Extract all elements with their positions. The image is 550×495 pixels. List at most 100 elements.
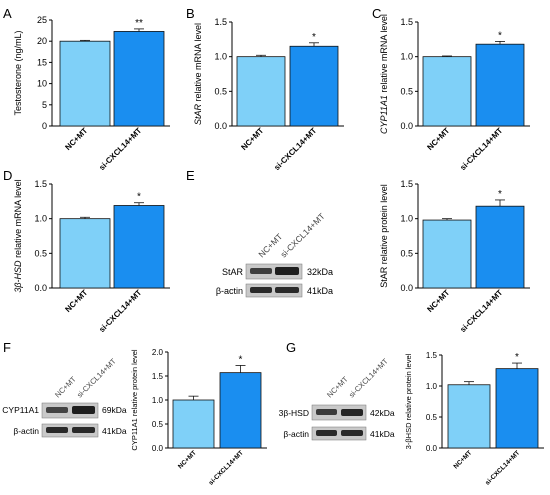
chart-f-y-tick-label: 0.5 bbox=[152, 420, 164, 429]
blot-e-lane-label-si: si-CXCL14+MT bbox=[278, 211, 326, 259]
chart-d-y-tick-label: 0.5 bbox=[34, 248, 47, 258]
chart-b-significance-label: * bbox=[312, 32, 316, 43]
chart-a-y-tick-label: 25 bbox=[37, 15, 47, 25]
chart-d-y-axis-label-gene: 3β-HSD bbox=[13, 260, 23, 293]
blot-g-lane-label-nc: NC+MT bbox=[325, 374, 350, 399]
chart-d-bar-nc bbox=[59, 218, 111, 289]
chart-b-y-tick-label: 0.5 bbox=[214, 86, 227, 96]
chart-f-y-tick-label: 1.5 bbox=[152, 372, 164, 381]
panel-letter-d: D bbox=[3, 168, 12, 183]
chart-b-y-tick-label: 1.0 bbox=[214, 52, 227, 62]
blot-g-hsd-band-si bbox=[341, 409, 363, 416]
blot-g-size-label-hsd: 42kDa bbox=[370, 408, 395, 418]
chart-g-significance-label: * bbox=[515, 352, 519, 363]
chart-c-bar-si bbox=[475, 43, 525, 127]
western-blot-f: NC+MT si-CXCL14+MT CYP11A1 β-actin 69kDa… bbox=[2, 356, 127, 438]
blot-e-size-label-star: 32kDa bbox=[307, 267, 333, 277]
chart-b-bar-nc bbox=[236, 56, 286, 127]
chart-c-bar-nc bbox=[422, 56, 472, 127]
blot-f-actin-band-si bbox=[72, 427, 95, 433]
chart-b-bar-si bbox=[289, 45, 339, 127]
western-blot-g: NC+MT si-CXCL14+MT 3β-HSD β-actin 42kDa … bbox=[279, 356, 395, 441]
panel-letter-g: G bbox=[286, 340, 296, 355]
chart-b-y-tick-label: 1.5 bbox=[214, 17, 227, 27]
panel-letter-f: F bbox=[3, 340, 11, 355]
chart-e-y-tick-label: 0.0 bbox=[400, 283, 413, 293]
chart-d-significance-label: * bbox=[137, 192, 141, 203]
blot-e-protein-label-star: StAR bbox=[222, 267, 244, 277]
blot-e-actin-band-si bbox=[275, 287, 299, 293]
chart-g-bar-nc bbox=[447, 384, 491, 449]
blot-g-protein-label-actin: β-actin bbox=[283, 429, 309, 439]
chart-e-bar-nc bbox=[422, 219, 472, 289]
blot-g-actin-band-si bbox=[341, 430, 363, 436]
blot-g-hsd-band-nc bbox=[316, 409, 337, 415]
chart-c-y-axis-label-rest: relative mRNA level bbox=[379, 14, 389, 95]
blot-f-lane-label-si: si-CXCL14+MT bbox=[75, 356, 118, 399]
chart-a-bar-si bbox=[113, 31, 165, 127]
panel-letter-e: E bbox=[186, 168, 195, 183]
chart-f-bar-nc bbox=[172, 399, 215, 449]
chart-b-category-label-si: si-CXCL14+MT bbox=[272, 126, 318, 172]
chart-f-category-label-si: si-CXCL14+MT bbox=[208, 449, 245, 486]
chart-d-y-tick-label: 0.0 bbox=[34, 283, 47, 293]
chart-b-category-label-nc: NC+MT bbox=[239, 126, 265, 152]
chart-e-bar-si bbox=[475, 205, 525, 289]
chart-a-category-label-nc: NC+MT bbox=[63, 126, 89, 152]
panel-letter-c: C bbox=[372, 6, 381, 21]
panel-letter-a: A bbox=[3, 6, 12, 21]
chart-a-y-tick-label: 5 bbox=[42, 100, 47, 110]
chart-f-bar-si bbox=[219, 372, 262, 449]
blot-f-cyp-band-nc bbox=[46, 407, 68, 413]
chart-a-significance-label: ** bbox=[135, 18, 143, 29]
chart-c-y-axis-label-gene: CYP11A1 bbox=[379, 95, 389, 134]
chart-c-category-label-nc: NC+MT bbox=[425, 126, 451, 152]
chart-b-y-axis-label-rest: relative mRNA level bbox=[193, 23, 203, 104]
chart-d-y-tick-label: 1.5 bbox=[34, 179, 47, 189]
chart-d-category-label-nc: NC+MT bbox=[63, 288, 89, 314]
chart-d-y-tick-label: 1.0 bbox=[34, 214, 47, 224]
chart-g-y-tick-label: 0.0 bbox=[426, 444, 438, 453]
chart-c-category-label-si: si-CXCL14+MT bbox=[458, 126, 504, 172]
chart-f-y-axis-label: CYP11A1 relative protein level bbox=[130, 349, 139, 450]
blot-e-size-label-actin: 41kDa bbox=[307, 286, 333, 296]
western-blot-e: NC+MT si-CXCL14+MT StAR β-actin 32kDa 41… bbox=[216, 211, 333, 298]
chart-f-significance-label: * bbox=[239, 354, 243, 365]
blot-e-star-band-nc bbox=[250, 268, 272, 274]
chart-a-y-tick-label: 10 bbox=[37, 79, 47, 89]
chart-e-y-tick-label: 1.5 bbox=[400, 179, 413, 189]
chart-f-y-tick-label: 1.0 bbox=[152, 396, 164, 405]
chart-e-y-tick-label: 0.5 bbox=[400, 248, 413, 258]
blot-f-actin-band-nc bbox=[46, 427, 68, 433]
chart-c-y-axis-label: CYP11A1 relative mRNA level bbox=[379, 14, 389, 134]
blot-f-protein-label-cyp: CYP11A1 bbox=[2, 405, 39, 415]
blot-g-lane-label-si: si-CXCL14+MT bbox=[347, 356, 390, 399]
chart-d-y-axis-label: 3β-HSD relative mRNA level bbox=[13, 179, 23, 292]
chart-c-y-tick-label: 0.0 bbox=[400, 121, 413, 131]
chart-a-y-tick-label: 15 bbox=[37, 57, 47, 67]
chart-g-y-tick-label: 0.5 bbox=[426, 413, 438, 422]
chart-g-category-label-si: si-CXCL14+MT bbox=[484, 449, 521, 486]
chart-g-category-label-nc: NC+MT bbox=[452, 449, 473, 470]
chart-f-y-tick-label: 2.0 bbox=[152, 348, 164, 357]
chart-e-category-label-nc: NC+MT bbox=[425, 288, 451, 314]
chart-e-y-tick-label: 1.0 bbox=[400, 214, 413, 224]
chart-a-category-label-si: si-CXCL14+MT bbox=[97, 126, 143, 172]
chart-e-significance-label: * bbox=[498, 189, 502, 200]
chart-e-category-label-si: si-CXCL14+MT bbox=[458, 288, 504, 334]
chart-b-y-axis-label: StAR relative mRNA level bbox=[193, 23, 203, 125]
blot-g-actin-band-nc bbox=[316, 430, 337, 436]
blot-e-protein-label-actin: β-actin bbox=[216, 286, 243, 296]
blot-f-size-label-cyp: 69kDa bbox=[102, 405, 127, 415]
chart-d-bar-si bbox=[113, 205, 165, 289]
panel-letter-b: B bbox=[186, 6, 195, 21]
chart-d-y-axis-label-rest: relative mRNA level bbox=[13, 179, 23, 260]
chart-e-y-axis-label: StAR relative protein level bbox=[379, 184, 389, 288]
blot-g-size-label-actin: 41kDa bbox=[370, 429, 395, 439]
chart-c-y-tick-label: 1.5 bbox=[400, 17, 413, 27]
chart-g-y-axis-label: 3-βHSD relative protein level bbox=[404, 353, 413, 449]
blot-f-cyp-band-si bbox=[72, 406, 95, 414]
chart-c-significance-label: * bbox=[498, 30, 502, 41]
blot-g-protein-label-hsd: 3β-HSD bbox=[279, 408, 309, 418]
